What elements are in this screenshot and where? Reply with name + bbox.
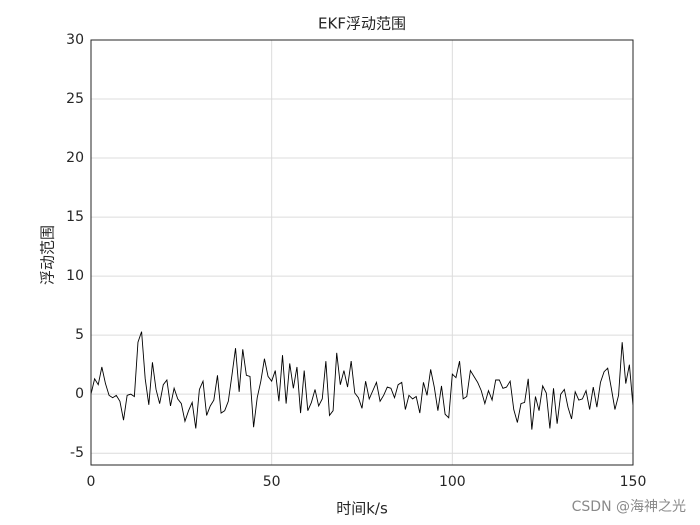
y-tick-label: 30: [66, 32, 84, 48]
y-tick-label: 15: [66, 209, 84, 225]
axes-box: [90, 39, 634, 466]
plot-area: [91, 40, 633, 465]
x-tick-label: 0: [87, 474, 96, 490]
watermark: CSDN @海神之光: [572, 499, 686, 515]
y-tick-label: 20: [66, 150, 84, 166]
x-tick-label: 50: [263, 474, 281, 490]
y-tick-label: 25: [66, 91, 84, 107]
y-tick-label: 0: [75, 386, 84, 402]
x-tick-label: 150: [620, 474, 647, 490]
chart-title: EKF浮动范围: [318, 15, 406, 33]
y-axis-label: 浮动范围: [39, 225, 57, 285]
y-tick-label: -5: [70, 445, 84, 461]
x-axis-label: 时间k/s: [336, 500, 388, 518]
y-tick-label: 10: [66, 268, 84, 284]
data-line: [90, 331, 634, 430]
x-tick-label: 100: [439, 474, 466, 490]
y-tick-label: 5: [75, 327, 84, 343]
